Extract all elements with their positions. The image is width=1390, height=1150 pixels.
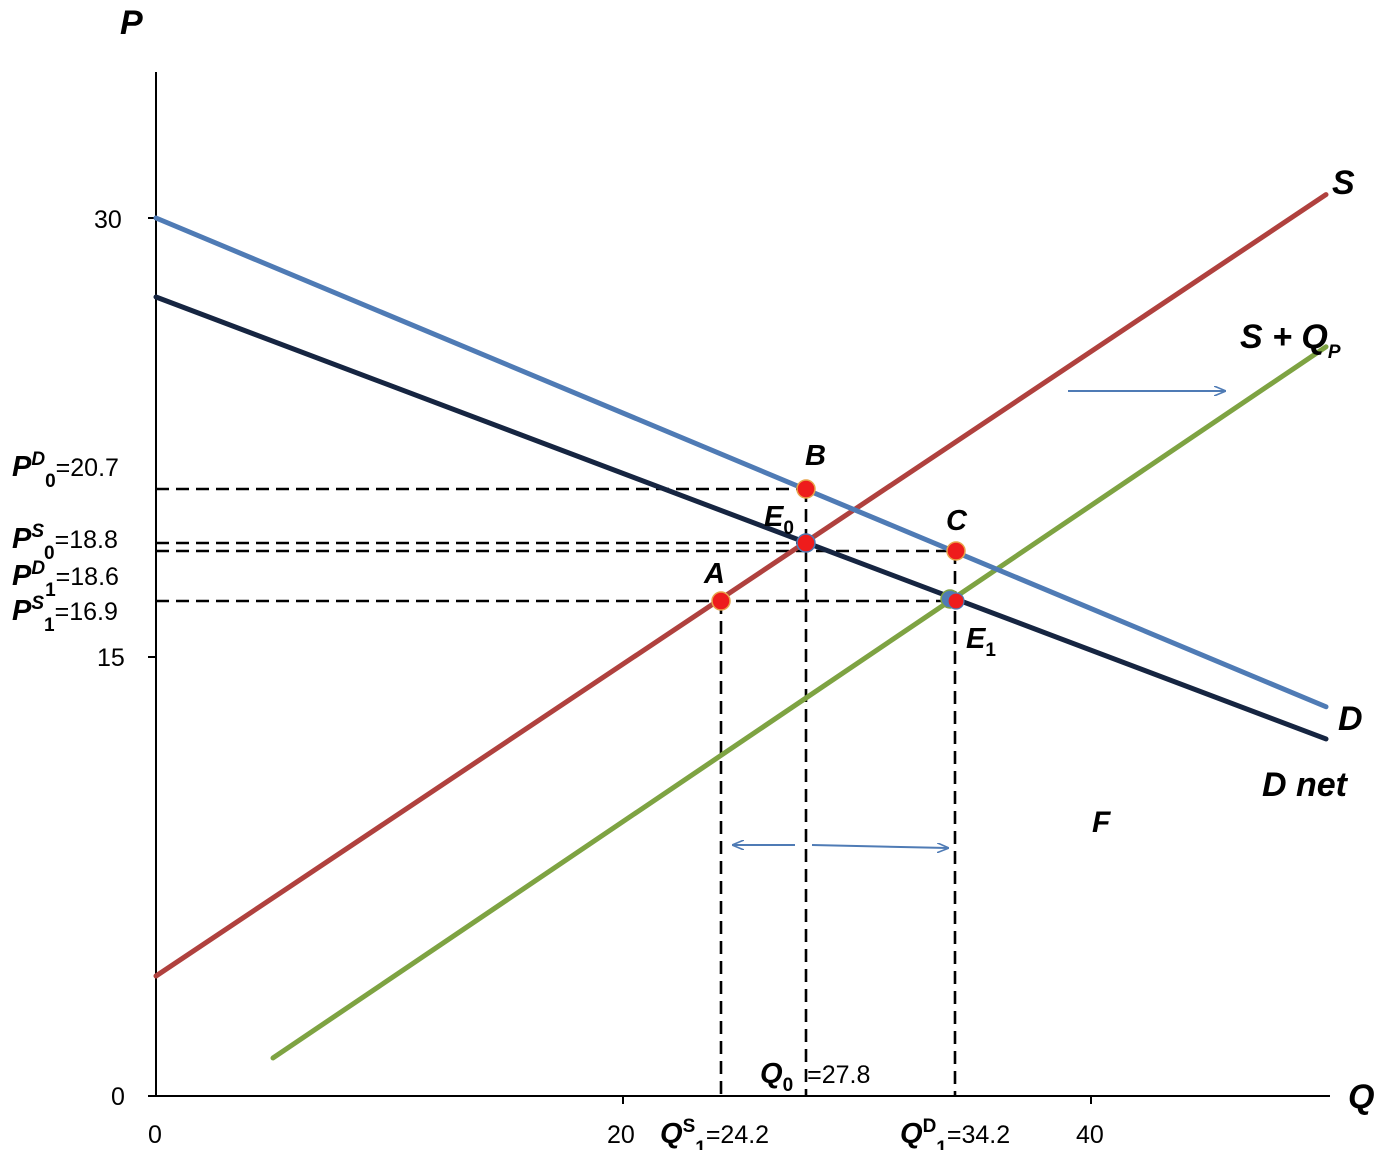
- quantity-label-qd1: QD1=34.2: [900, 1116, 1010, 1150]
- curve-d: [153, 215, 1329, 710]
- curve-label-d: D: [1338, 700, 1363, 738]
- label-e1: E1: [966, 623, 996, 661]
- price-label-pd0: PD0=20.7: [12, 449, 119, 492]
- x-axis-title: Q: [1348, 1078, 1374, 1116]
- curve-label-d-net: D net: [1262, 766, 1349, 804]
- annotation-f: F: [1092, 806, 1111, 839]
- point-e0: [796, 533, 816, 553]
- curve-label-s-plus-qp: S + QP: [1240, 318, 1341, 363]
- quantity-label-q0: Q0 =27.8: [760, 1058, 870, 1096]
- point-a: [711, 591, 731, 611]
- x-tick-label-0: 0: [148, 1121, 162, 1149]
- y-tick-label-0: 0: [111, 1083, 125, 1111]
- label-b: B: [805, 440, 826, 472]
- curve-d-net: [153, 294, 1329, 742]
- x-tick-label-40: 40: [1076, 1121, 1104, 1149]
- price-label-pd1: PD1=18.6: [12, 558, 119, 601]
- point-b: [796, 479, 816, 499]
- y-tick-label-15: 15: [97, 644, 125, 672]
- curve-s: [153, 192, 1329, 979]
- equilibrium-points: [711, 479, 966, 611]
- curve-label-s: S: [1332, 164, 1355, 202]
- curve-s-q-p: [270, 344, 1329, 1061]
- guide-lines: [156, 487, 957, 1096]
- x-tick-label-20: 20: [607, 1121, 635, 1149]
- point-c: [946, 541, 966, 561]
- point-e1: [947, 592, 965, 610]
- curves: [153, 192, 1329, 1061]
- price-label-ps0: PS0=18.8: [12, 521, 118, 564]
- qd-increase-arrow: [811, 845, 948, 848]
- label-e0: E0: [764, 501, 794, 539]
- price-label-ps1: PS1=16.9: [12, 593, 118, 636]
- y-tick-label-30: 30: [94, 206, 122, 234]
- label-a: A: [703, 558, 725, 590]
- quantity-label-qs1: QS1=24.2: [660, 1116, 769, 1150]
- label-c: C: [946, 505, 968, 537]
- y-axis-title: P: [120, 4, 143, 42]
